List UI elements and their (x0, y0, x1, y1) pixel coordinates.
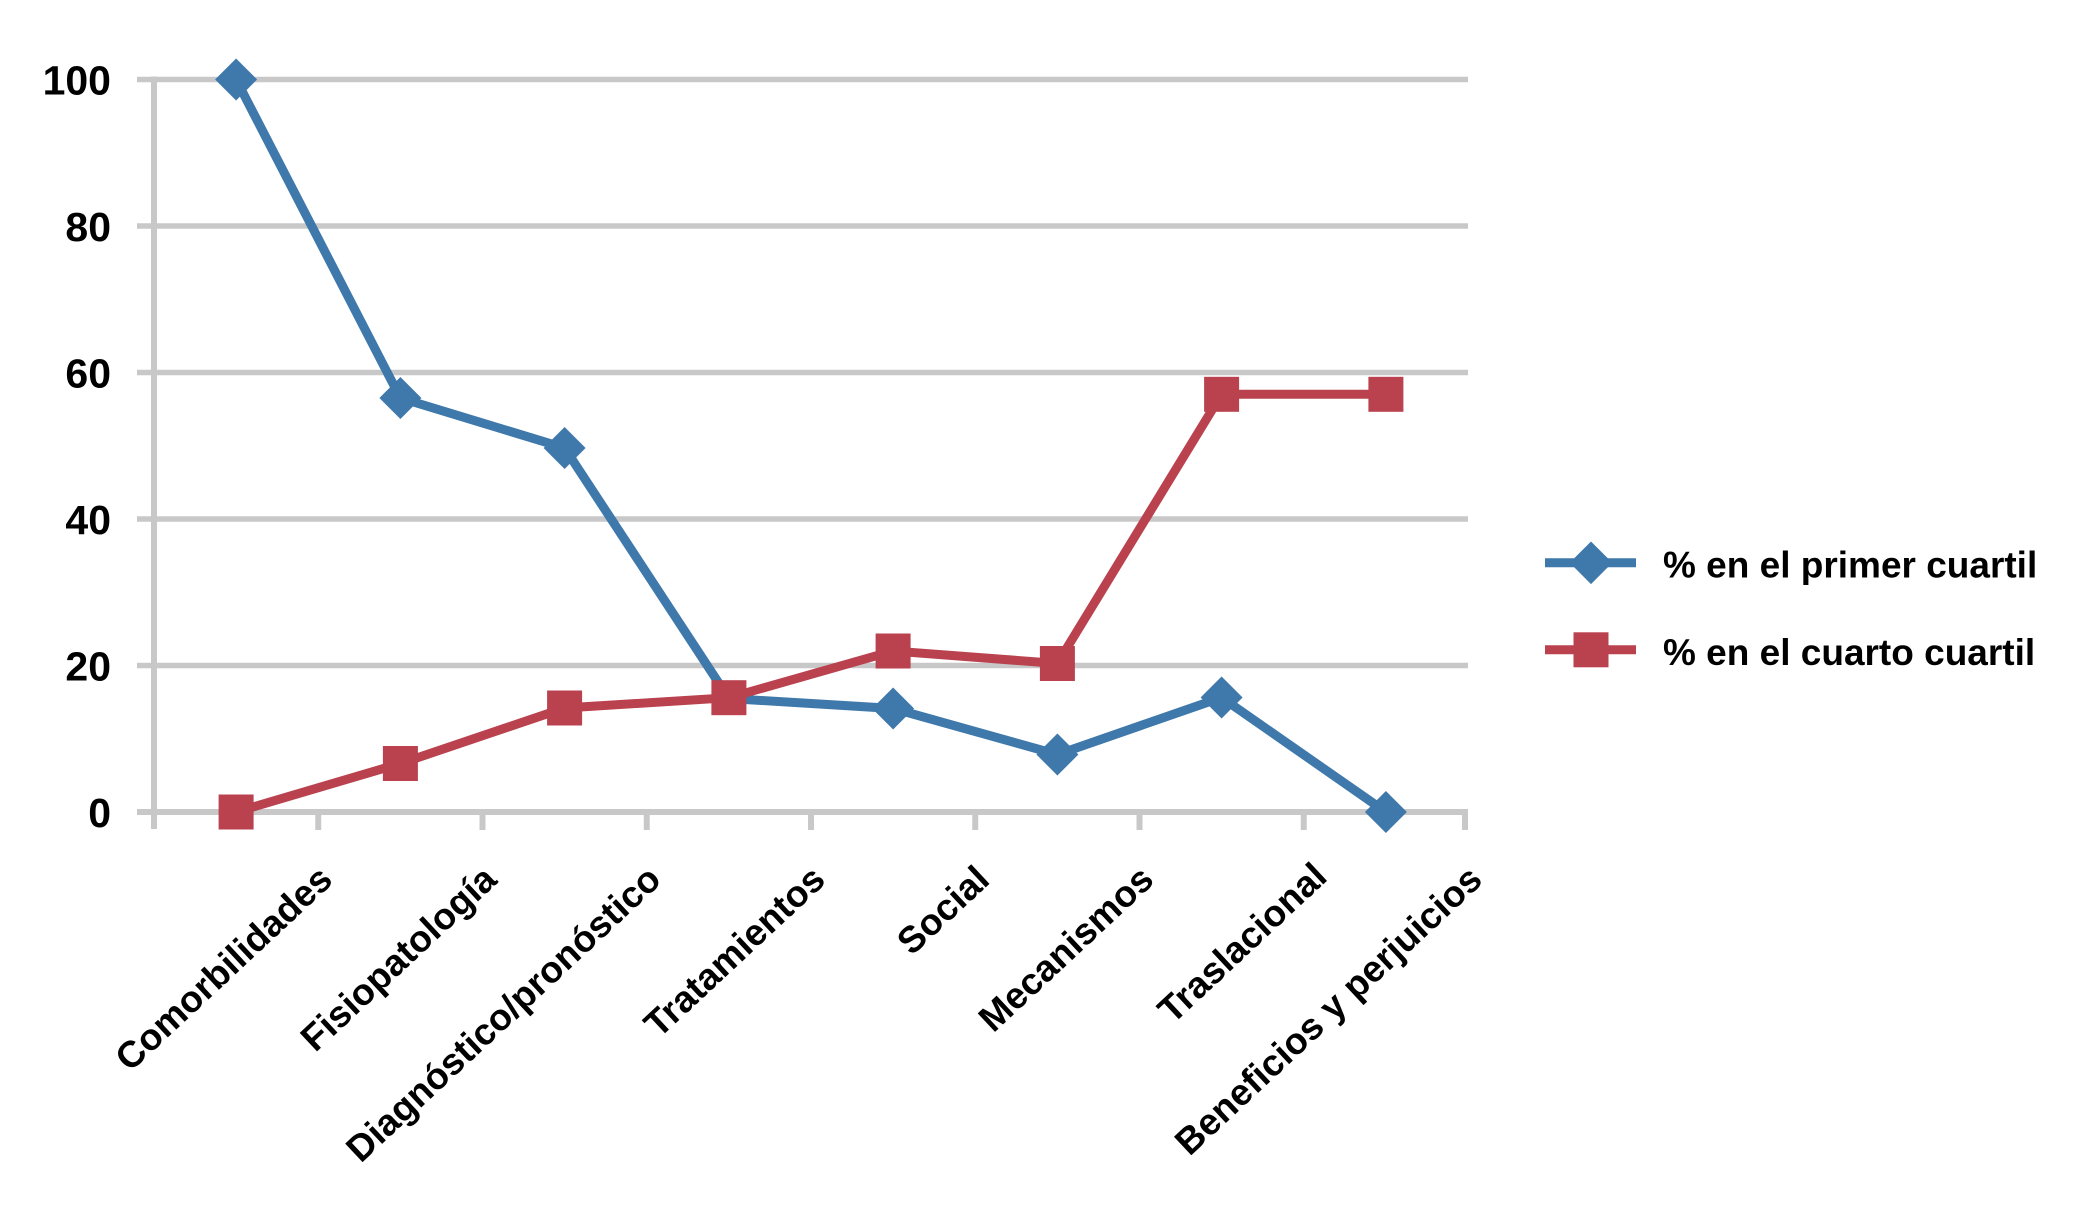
svg-text:40: 40 (65, 497, 111, 543)
svg-text:100: 100 (43, 58, 111, 104)
svg-text:% en el primer cuartil: % en el primer cuartil (1663, 545, 2037, 586)
svg-text:% en el cuarto cuartil: % en el cuarto cuartil (1663, 632, 2035, 673)
svg-text:20: 20 (65, 644, 111, 690)
svg-text:80: 80 (65, 204, 111, 250)
svg-text:60: 60 (65, 351, 111, 397)
svg-text:0: 0 (88, 790, 111, 836)
